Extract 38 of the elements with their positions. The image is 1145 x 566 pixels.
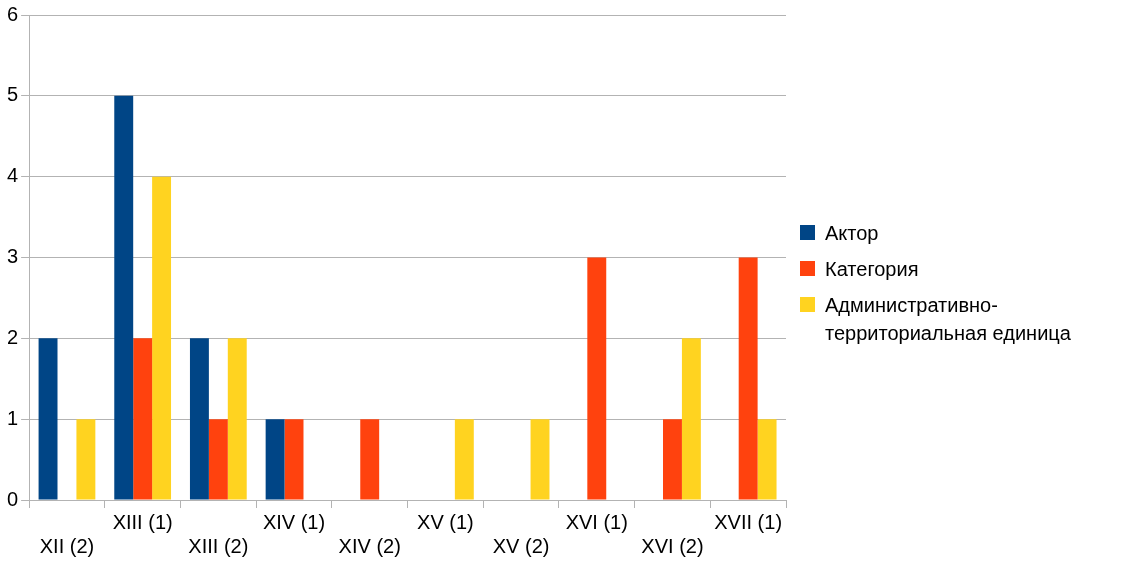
bar xyxy=(284,419,304,500)
bar xyxy=(208,419,228,500)
y-tick-label: 2 xyxy=(7,325,19,348)
bar xyxy=(189,338,209,500)
bar xyxy=(738,257,758,500)
y-tick-label: 5 xyxy=(7,83,19,106)
bar xyxy=(757,419,777,500)
x-tick-label: XV (1) xyxy=(417,510,474,533)
bar xyxy=(133,338,153,500)
x-tick-label: XIV (2) xyxy=(338,534,401,557)
legend-label: Актор xyxy=(825,221,879,246)
bar xyxy=(152,176,172,500)
x-tick-label: XVII (1) xyxy=(714,510,783,533)
x-tick-label: XVI (2) xyxy=(641,534,704,557)
x-tick-label: XV (2) xyxy=(492,534,550,557)
y-tick-label: 6 xyxy=(7,2,19,25)
x-tick-label: XIII (1) xyxy=(112,510,173,533)
bar xyxy=(114,95,134,500)
x-tick-label: XIII (2) xyxy=(188,534,249,557)
y-tick-label: 3 xyxy=(7,245,19,268)
x-tick-label: XVI (1) xyxy=(565,510,628,533)
bar xyxy=(265,419,285,500)
bar xyxy=(681,338,701,500)
bar xyxy=(587,257,607,500)
bar xyxy=(38,338,58,500)
bar xyxy=(227,338,247,500)
y-tick-label: 1 xyxy=(7,406,19,429)
y-tick-label: 4 xyxy=(7,164,19,187)
legend-label: Административно-территориальная единица xyxy=(825,293,1072,346)
bar xyxy=(663,419,682,500)
bar xyxy=(530,419,550,500)
y-tick-label: 0 xyxy=(7,487,19,510)
x-tick-label: XIV (1) xyxy=(262,510,326,533)
bar xyxy=(360,419,380,500)
bar xyxy=(76,419,96,500)
legend-label: Категория xyxy=(825,257,919,282)
bar xyxy=(454,419,474,500)
x-tick-label: XII (2) xyxy=(39,534,95,557)
